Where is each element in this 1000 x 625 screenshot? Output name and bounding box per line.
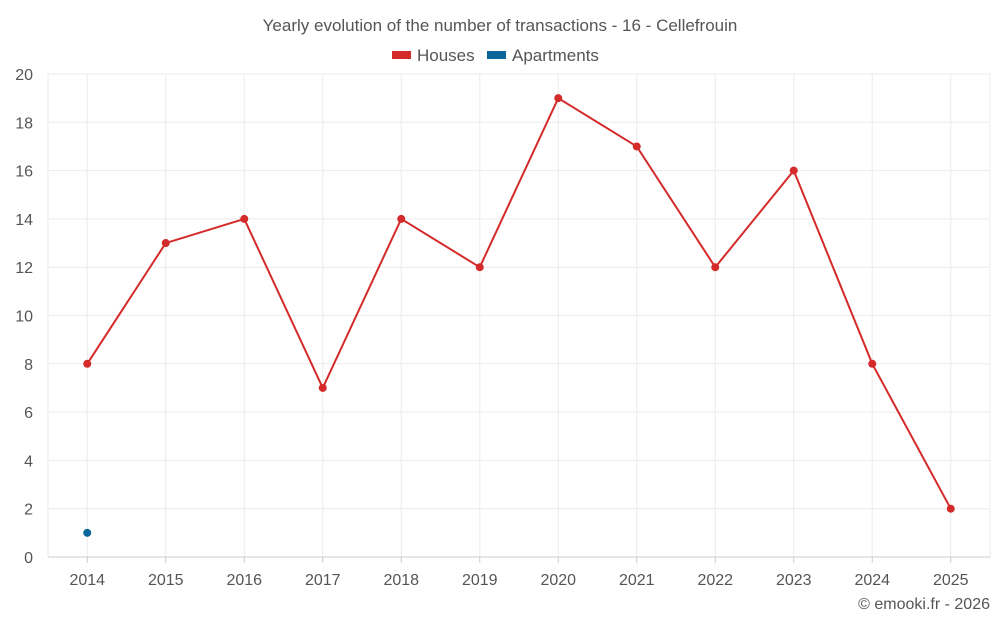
x-tick-label: 2021 [619,572,655,589]
legend-item-houses[interactable]: Houses [392,46,475,65]
y-tick-label: 14 [15,212,33,229]
y-tick-label: 6 [24,405,33,422]
data-point-houses[interactable] [83,359,92,368]
credit-text: © emooki.fr - 2026 [858,596,990,613]
chart-title: Yearly evolution of the number of transa… [263,16,738,35]
y-tick-label: 12 [15,260,33,277]
legend: Houses Apartments [392,46,599,65]
data-point-houses[interactable] [240,214,249,223]
legend-swatch-houses [392,51,411,59]
y-tick-label: 8 [24,357,33,374]
x-tick-label: 2018 [383,572,419,589]
x-tick-label: 2022 [697,572,733,589]
data-point-houses[interactable] [397,214,406,223]
data-point-houses[interactable] [161,239,170,248]
x-tick-label: 2020 [540,572,576,589]
x-tick-label: 2017 [305,572,341,589]
y-axis: 0 2 4 6 8 10 12 14 16 18 20 [15,67,49,567]
data-point-houses[interactable] [711,263,720,272]
y-tick-label: 20 [15,67,33,84]
y-tick-label: 2 [24,502,33,519]
y-tick-label: 10 [15,309,33,326]
series-line-houses [86,96,952,510]
data-point-houses[interactable] [632,142,641,151]
data-point-houses[interactable] [868,359,877,368]
data-point-houses[interactable] [475,263,484,272]
y-tick-label: 4 [24,453,33,470]
data-point-apartments[interactable] [83,528,92,537]
x-tick-label: 2016 [226,572,262,589]
y-tick-label: 0 [24,550,33,567]
x-tick-label: 2024 [854,572,890,589]
legend-item-apartments[interactable]: Apartments [487,46,599,65]
x-tick-label: 2025 [933,572,969,589]
grid [48,73,991,557]
x-tick-label: 2015 [148,572,184,589]
legend-swatch-apartments [487,51,506,59]
x-tick-label: 2019 [462,572,498,589]
legend-label-apartments: Apartments [512,46,599,65]
data-point-houses[interactable] [318,383,327,392]
x-tick-label: 2023 [776,572,812,589]
series [83,94,955,537]
legend-label-houses: Houses [417,46,475,65]
data-point-houses[interactable] [946,504,955,513]
series-houses [83,94,955,513]
y-tick-label: 18 [15,115,33,132]
data-point-houses[interactable] [789,166,798,175]
x-axis: 2014 2015 2016 2017 2018 2019 2020 2021 2022 2023… [48,556,990,589]
x-tick-label: 2014 [69,572,105,589]
series-apartments [83,528,92,537]
y-tick-label: 16 [15,164,33,181]
data-point-houses[interactable] [554,94,563,103]
